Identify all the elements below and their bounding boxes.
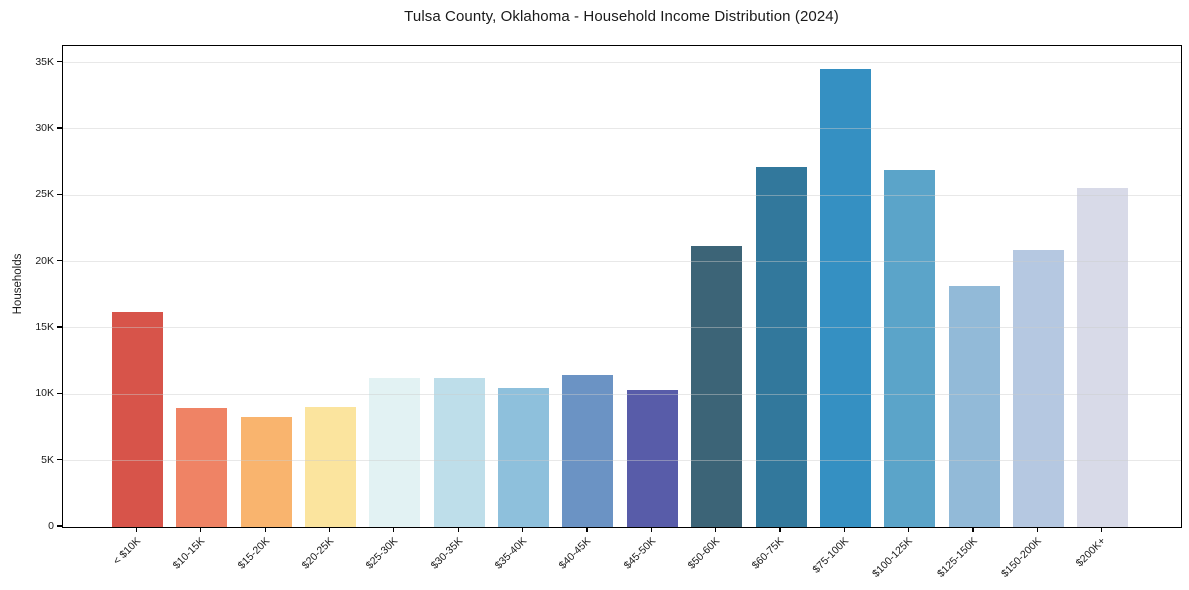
gridline	[63, 261, 1181, 263]
bar	[884, 170, 936, 527]
bar	[562, 375, 614, 527]
y-tick-mark	[57, 392, 62, 394]
bar	[240, 416, 292, 527]
x-tick-mark	[135, 527, 138, 532]
x-tick-label: $30-35K	[428, 535, 465, 572]
x-tick-mark	[1036, 527, 1038, 532]
x-tick-mark	[264, 527, 266, 532]
x-tick-mark	[393, 527, 395, 532]
bar	[176, 408, 228, 527]
x-tick-label: $35-40K	[492, 535, 530, 572]
x-tick-mark	[650, 527, 652, 532]
x-tick-label: $40-45K	[556, 535, 594, 572]
y-tick-mark	[57, 459, 62, 461]
x-tick-label: $25-30K	[363, 535, 401, 572]
chart-title: Tulsa County, Oklahoma - Household Incom…	[404, 8, 839, 25]
x-tick-mark	[586, 527, 588, 532]
y-tick-mark	[57, 260, 62, 262]
gridline	[63, 327, 1181, 329]
x-tick-label: $125-150K	[934, 535, 980, 580]
x-tick-label: $50-60K	[685, 535, 723, 572]
bar	[691, 245, 743, 527]
y-tick-label: 25K	[35, 188, 54, 201]
y-tick-label: 5K	[41, 453, 54, 466]
y-tick-mark	[57, 60, 62, 63]
bar	[948, 286, 1000, 527]
x-tick-mark	[843, 527, 845, 532]
y-tick-label: 10K	[35, 387, 54, 400]
x-tick-mark	[200, 527, 202, 532]
y-tick-mark	[57, 127, 62, 129]
bar	[1077, 187, 1129, 527]
x-tick-label: < $10K	[110, 535, 143, 568]
x-tick-label: $200K+	[1073, 535, 1109, 570]
bar	[112, 312, 163, 527]
x-tick-label: $60-75K	[749, 535, 787, 572]
y-tick-label: 15K	[35, 320, 54, 333]
x-tick-label: $75-100K	[810, 535, 851, 576]
x-tick-mark	[908, 527, 910, 532]
x-tick-label: $15-20K	[235, 535, 272, 572]
plot-area	[62, 45, 1182, 528]
x-tick-mark	[1101, 527, 1103, 532]
x-tick-mark	[328, 527, 331, 532]
x-tick-label: $45-50K	[621, 535, 658, 572]
y-tick-label: 20K	[35, 254, 54, 267]
bar	[626, 390, 678, 527]
bar	[1012, 249, 1064, 527]
bar	[755, 166, 807, 527]
y-tick-mark	[57, 193, 62, 195]
y-tick-mark	[57, 525, 62, 527]
x-tick-mark	[779, 527, 781, 532]
x-tick-label: $100-125K	[870, 535, 916, 580]
bar	[819, 68, 871, 527]
gridline	[63, 128, 1181, 130]
gridline	[63, 62, 1181, 64]
x-tick-mark	[457, 527, 459, 532]
y-tick-mark	[57, 326, 62, 328]
x-tick-mark	[972, 527, 974, 532]
gridline	[63, 460, 1181, 462]
x-tick-mark	[715, 527, 717, 532]
y-tick-label: 0	[48, 520, 54, 532]
y-axis-label: Households	[12, 253, 24, 315]
bar	[433, 378, 485, 527]
y-tick-label: 30K	[35, 121, 54, 134]
bar	[369, 377, 421, 527]
x-tick-label: $150-200K	[999, 535, 1044, 580]
bar	[498, 388, 550, 527]
gridline	[63, 194, 1181, 196]
x-tick-label: $20-25K	[299, 535, 337, 572]
y-tick-label: 35K	[35, 55, 54, 68]
bar	[305, 406, 357, 527]
x-tick-mark	[522, 527, 524, 532]
x-tick-label: $10-15K	[170, 535, 208, 572]
gridline	[63, 393, 1181, 395]
